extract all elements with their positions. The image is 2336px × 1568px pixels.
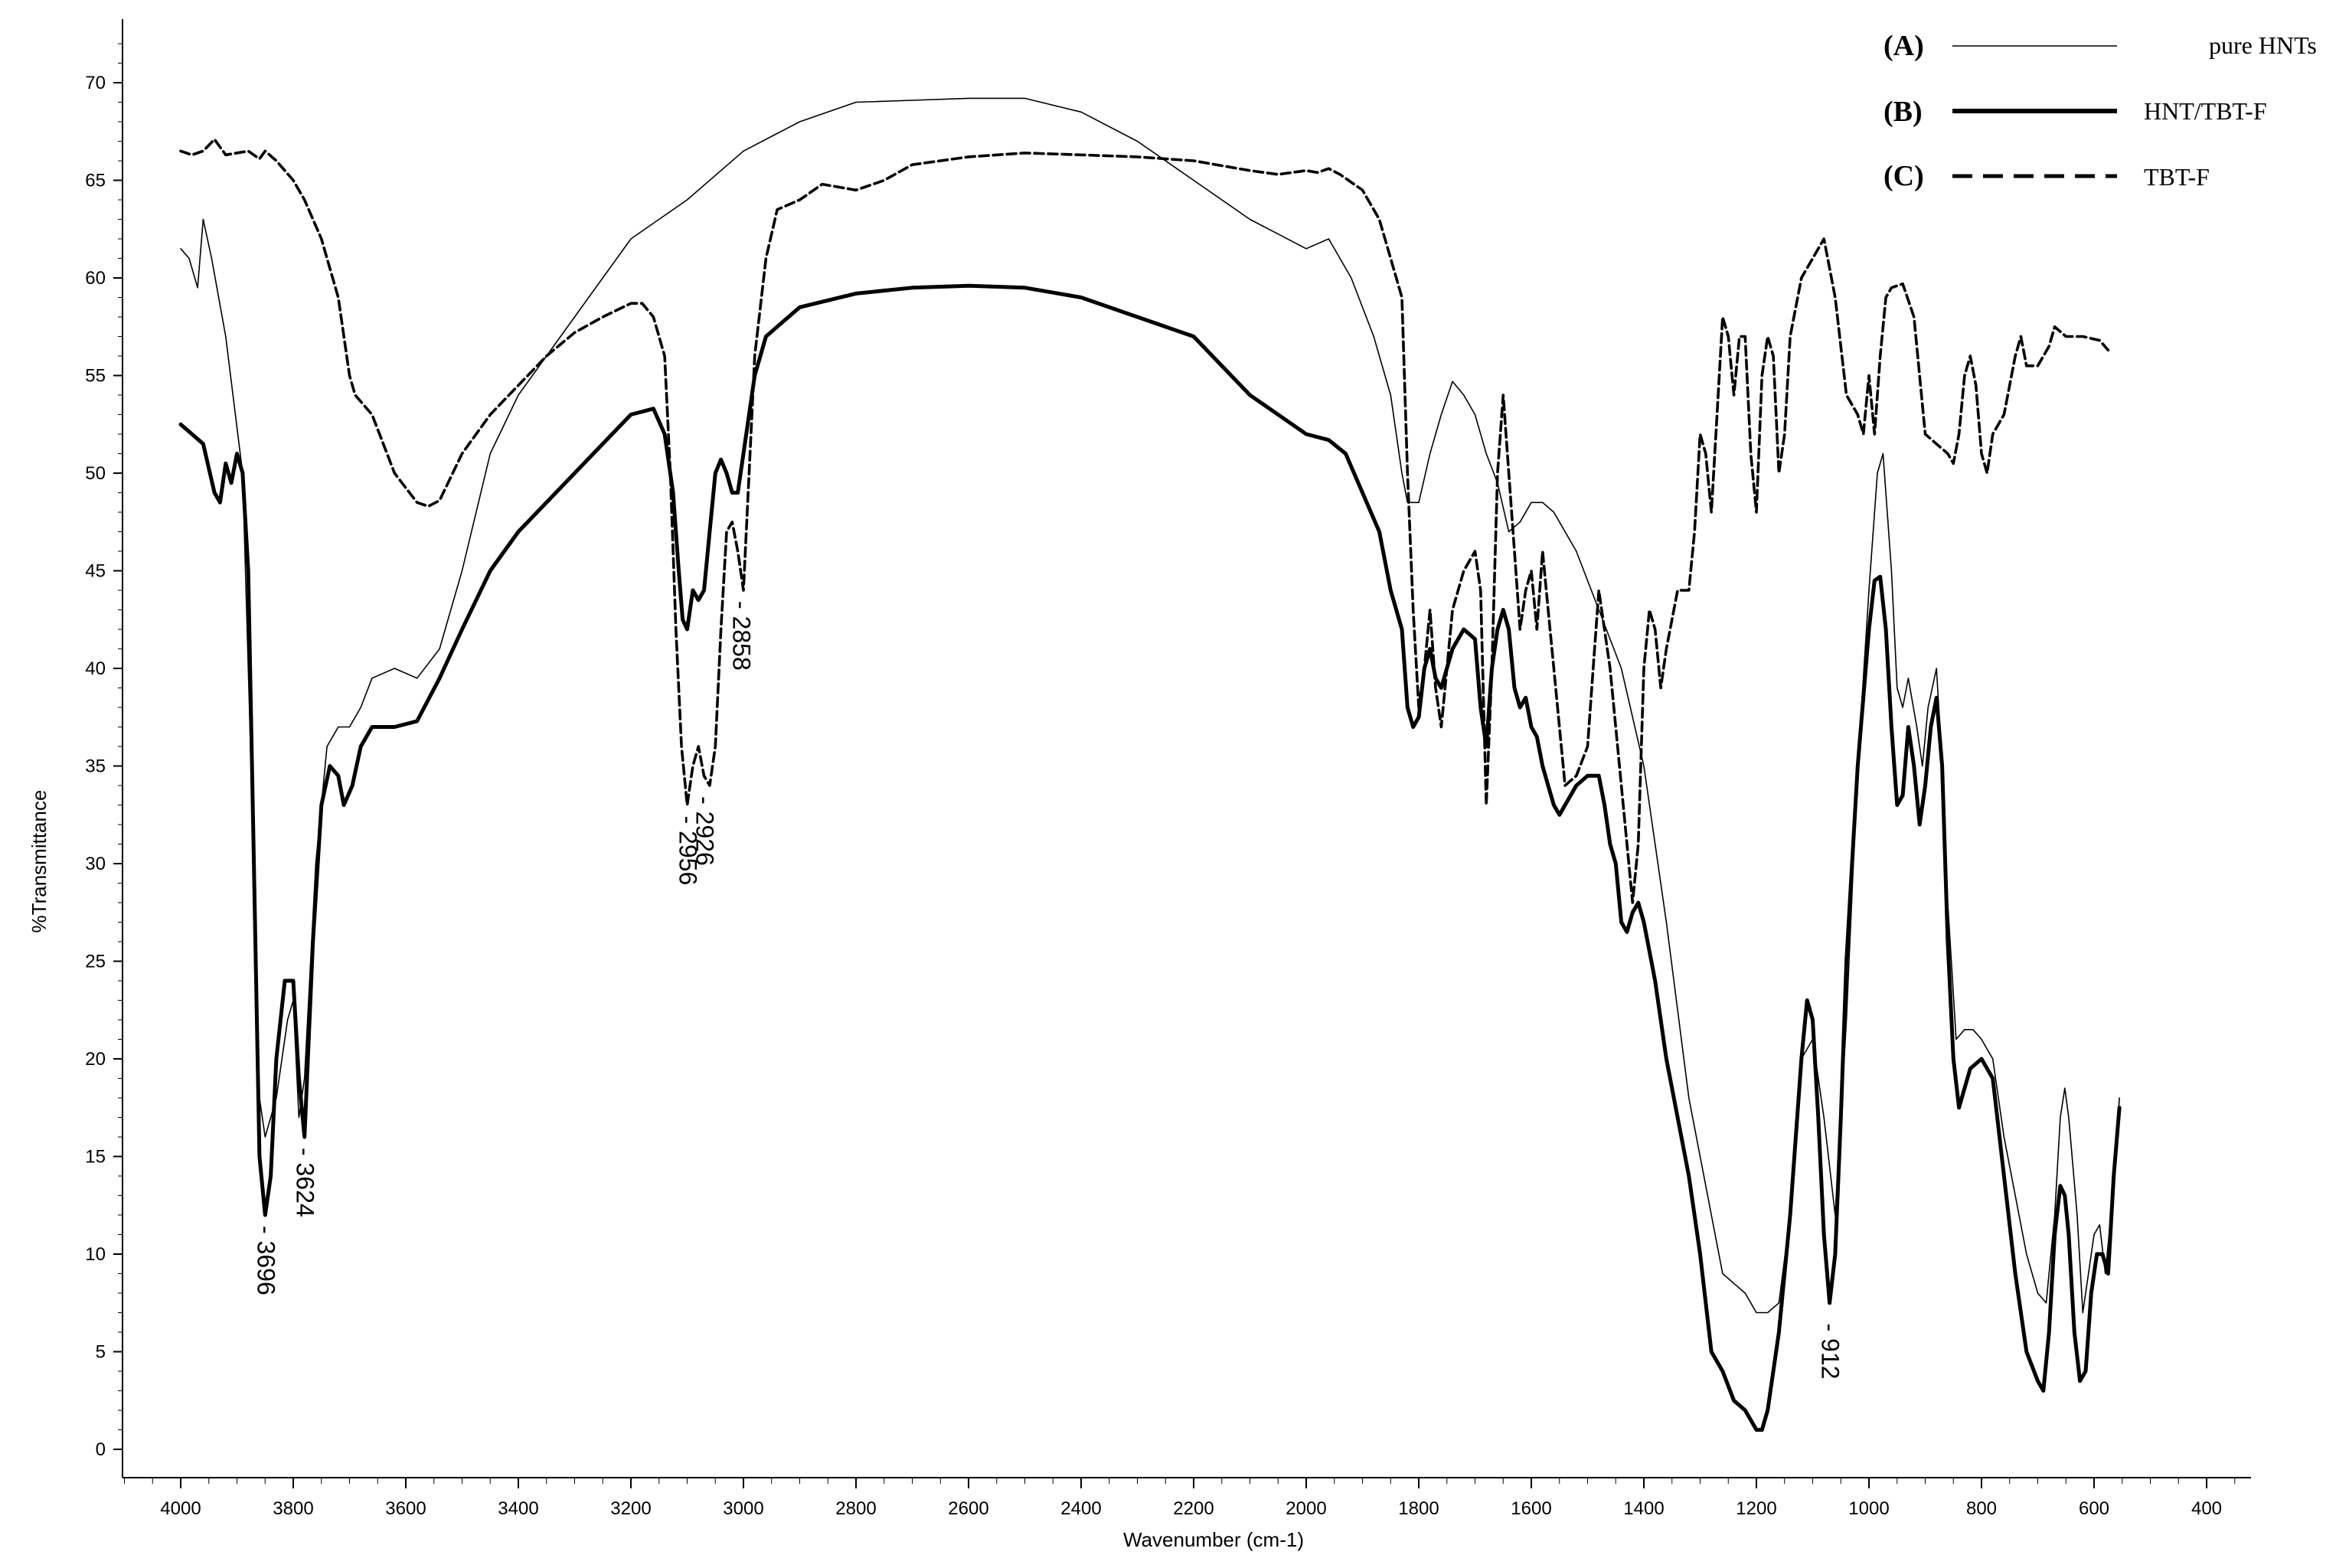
x-tick-label: 3000 (723, 1498, 763, 1519)
y-tick-label: 35 (85, 756, 106, 777)
peak-annotation: - 2956 (675, 816, 702, 886)
x-tick-label: 3400 (498, 1498, 538, 1519)
x-tick-label: 2800 (835, 1498, 876, 1519)
legend-label-b: HNT/TBT-F (2144, 97, 2267, 125)
peak-annotation: - 2858 (727, 601, 755, 671)
y-ticks: 0 5 10 15 20 25 30 35 40 45 50 55 60 65 70 (85, 43, 123, 1460)
y-tick-label: 55 (85, 366, 106, 387)
x-tick-label: 800 (1966, 1498, 1997, 1519)
series-pure-hnts (180, 97, 2120, 1314)
y-tick-label: 70 (85, 73, 106, 93)
peak-annotation: - 2926 (691, 796, 719, 866)
y-tick-label: 40 (85, 658, 106, 679)
y-tick-label: 15 (85, 1147, 106, 1168)
legend-item-c: (C) TBT-F (1884, 160, 2210, 192)
x-tick-label: 2200 (1173, 1498, 1214, 1519)
x-tick-label: 3600 (385, 1498, 426, 1519)
x-tick-label: 2600 (948, 1498, 988, 1519)
x-tick-label: 1000 (1848, 1498, 1889, 1519)
legend-item-a: (A) pure HNTs (1884, 30, 2317, 62)
x-tick-label: 1600 (1511, 1498, 1551, 1519)
y-tick-label: 20 (85, 1049, 106, 1070)
series-hnt-tbt-f (178, 283, 2122, 1432)
y-tick-label: 25 (85, 952, 106, 972)
x-tick-label: 3800 (273, 1498, 313, 1519)
y-axis-title: %Transmittance (28, 790, 51, 933)
x-tick-label: 400 (2191, 1498, 2222, 1519)
peak-annotation: - 912 (1817, 1324, 1844, 1380)
x-tick-label: 2000 (1286, 1498, 1326, 1519)
legend-label-a: pure HNTs (2209, 31, 2317, 59)
x-ticks: 4000 3800 3600 3400 3200 3000 2800 2600 2400 2200… (124, 1478, 2236, 1519)
y-tick-label: 30 (85, 854, 106, 874)
axes (122, 19, 2251, 1478)
x-axis-title: Wavenumber (cm-1) (1123, 1528, 1304, 1551)
legend: (A) pure HNTs (B) HNT/TBT-F (C) TBT-F (1884, 30, 2317, 192)
y-tick-label: 60 (85, 268, 106, 289)
x-tick-label: 1200 (1736, 1498, 1776, 1519)
x-tick-label: 3200 (610, 1498, 651, 1519)
x-tick-label: 4000 (160, 1498, 201, 1519)
y-tick-label: 50 (85, 463, 106, 484)
legend-key-b: (B) (1884, 96, 1923, 128)
y-tick-label: 5 (96, 1342, 106, 1363)
y-tick-label: 45 (85, 561, 106, 582)
legend-label-c: TBT-F (2144, 163, 2210, 191)
y-tick-label: 0 (96, 1439, 106, 1460)
x-tick-label: 1400 (1623, 1498, 1664, 1519)
legend-key-a: (A) (1884, 30, 1924, 62)
peak-annotation: - 3624 (292, 1148, 319, 1217)
peak-annotation: - 3696 (252, 1226, 279, 1295)
x-tick-label: 2400 (1060, 1498, 1101, 1519)
x-tick-label: 1800 (1398, 1498, 1439, 1519)
legend-item-b: (B) HNT/TBT-F (1884, 96, 2267, 128)
series-layer (178, 97, 2122, 1432)
y-tick-label: 65 (85, 171, 106, 191)
series-tbt-f (179, 138, 2110, 904)
annotations: - 3696 - 3624 - 2956- 2926 - 2858 - 912 (252, 601, 1844, 1379)
legend-key-c: (C) (1884, 160, 1924, 192)
y-tick-label: 10 (85, 1244, 106, 1265)
x-tick-label: 600 (2079, 1498, 2109, 1519)
